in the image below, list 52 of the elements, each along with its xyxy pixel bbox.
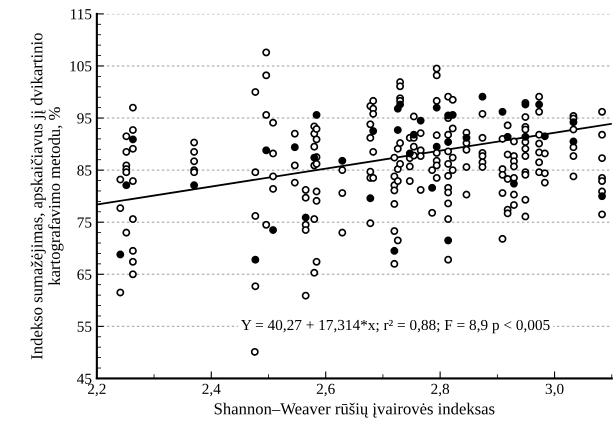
y-tick-label: 95 [77, 113, 92, 124]
point [570, 118, 578, 126]
point [521, 132, 530, 141]
point [478, 92, 486, 101]
point [116, 250, 124, 258]
y-tick-label: 105 [70, 61, 92, 72]
point [444, 236, 452, 244]
x-axis-title: Shannon–Weaver rūšių įvairovės indeksas [214, 402, 494, 418]
y-tick-label: 55 [78, 322, 92, 332]
x-tick-label: 2,2 [88, 384, 106, 396]
point [570, 138, 578, 146]
point [396, 100, 404, 108]
point [251, 256, 260, 264]
point [444, 138, 452, 146]
point [432, 142, 441, 151]
point [312, 110, 320, 119]
point [338, 156, 346, 165]
point [128, 135, 137, 144]
x-tick-label: 2,8 [431, 384, 450, 396]
point [598, 192, 606, 200]
y-tick-label: 65 [77, 269, 92, 280]
point [432, 104, 441, 112]
point [510, 180, 518, 188]
point [462, 134, 470, 142]
x-tick-label: 2,4 [202, 384, 221, 396]
y-axis-title: Indekso sumažėjimas, apskaičiavus jį dvikartinio kartografavimo metodu, % [30, 33, 64, 360]
point [302, 214, 310, 222]
point [428, 184, 436, 192]
y-tick-label: 85 [77, 165, 92, 176]
y-tick-label: 75 [78, 218, 92, 228]
point [290, 143, 299, 152]
point [394, 126, 402, 134]
point [416, 116, 425, 125]
x-tick-label: 2,6 [316, 384, 335, 396]
point [406, 150, 414, 158]
point [369, 127, 378, 136]
point [269, 226, 278, 234]
point [390, 246, 398, 255]
point [535, 100, 544, 108]
point [410, 130, 418, 139]
point [540, 132, 549, 140]
point [122, 181, 130, 190]
annotation: Y = 40,27 + 17,314*x; r² = 0,88; F = 8,9 p < 0,005 [241, 320, 550, 334]
point [366, 194, 374, 202]
point [498, 108, 506, 116]
point [262, 146, 270, 154]
x-tick-label: 3,0 [546, 384, 564, 396]
point [504, 132, 512, 141]
y-tick-label: 45 [77, 374, 92, 384]
y-tick-label: 115 [70, 9, 92, 20]
point [310, 154, 318, 162]
point [190, 181, 198, 190]
